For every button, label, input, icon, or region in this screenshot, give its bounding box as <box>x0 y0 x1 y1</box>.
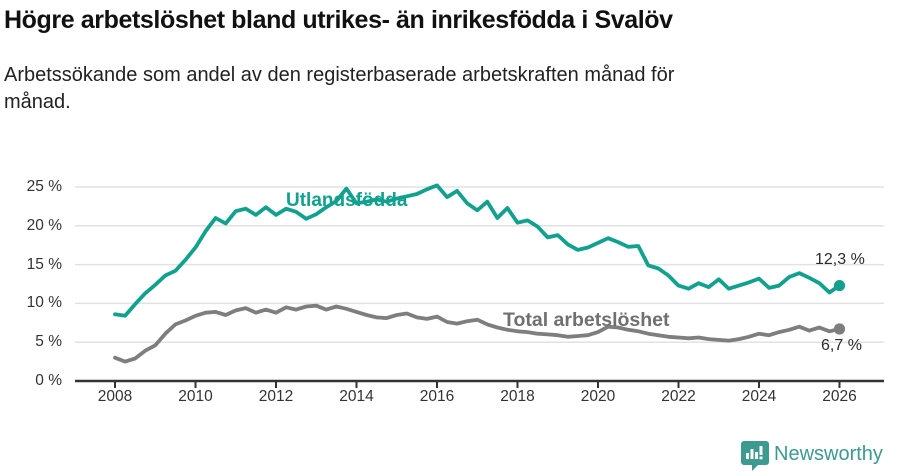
series-label-total-arbetsloshet: Total arbetslöshet <box>503 309 670 331</box>
chart-subtitle: Arbetssökande som andel av den registerb… <box>4 62 874 116</box>
x-axis-tick-2026: 2026 <box>822 388 857 405</box>
y-axis-tick-20: 20 % <box>26 216 62 234</box>
y-axis-tick-25: 25 % <box>26 178 62 195</box>
y-axis-tick-5: 5 % <box>35 333 62 351</box>
series-line-0 <box>113 183 842 318</box>
x-axis-tick-2012: 2012 <box>258 388 294 405</box>
x-axis-tick-2014: 2014 <box>339 388 374 405</box>
series-end-dot-0 <box>833 279 846 292</box>
page-title: Högre arbetslöshet bland utrikes- än inr… <box>4 6 673 34</box>
series-end-dot-1 <box>833 323 846 335</box>
end-value-label-utlandsfodda: 12,3 % <box>815 251 865 268</box>
series-line-1 <box>113 303 842 364</box>
x-axis-tick-2024: 2024 <box>741 388 777 405</box>
x-axis-tick-2018: 2018 <box>500 388 535 405</box>
subtitle-line-2: månad. <box>4 91 71 113</box>
x-axis-tick-2016: 2016 <box>419 388 455 405</box>
y-axis-tick-10: 10 % <box>26 294 62 312</box>
series-label-utlandsfodda: Utlandsfödda <box>286 190 408 211</box>
y-axis-tick-0: 0 % <box>35 372 62 389</box>
newsworthy-speech-bubble-barchart-icon <box>741 441 769 471</box>
x-axis-tick-2022: 2022 <box>661 388 696 405</box>
brand-name: Newsworthy <box>774 443 883 465</box>
x-axis-tick-2020: 2020 <box>580 388 616 405</box>
x-axis-tick-2008: 2008 <box>97 388 133 405</box>
newsworthy-logo: Newsworthy <box>740 440 883 472</box>
x-axis-tick-2010: 2010 <box>178 388 213 405</box>
subtitle-line-1: Arbetssökande som andel av den registerb… <box>4 64 675 86</box>
end-value-label-total: 6,7 % <box>821 337 862 354</box>
y-axis-tick-15: 15 % <box>26 255 62 273</box>
